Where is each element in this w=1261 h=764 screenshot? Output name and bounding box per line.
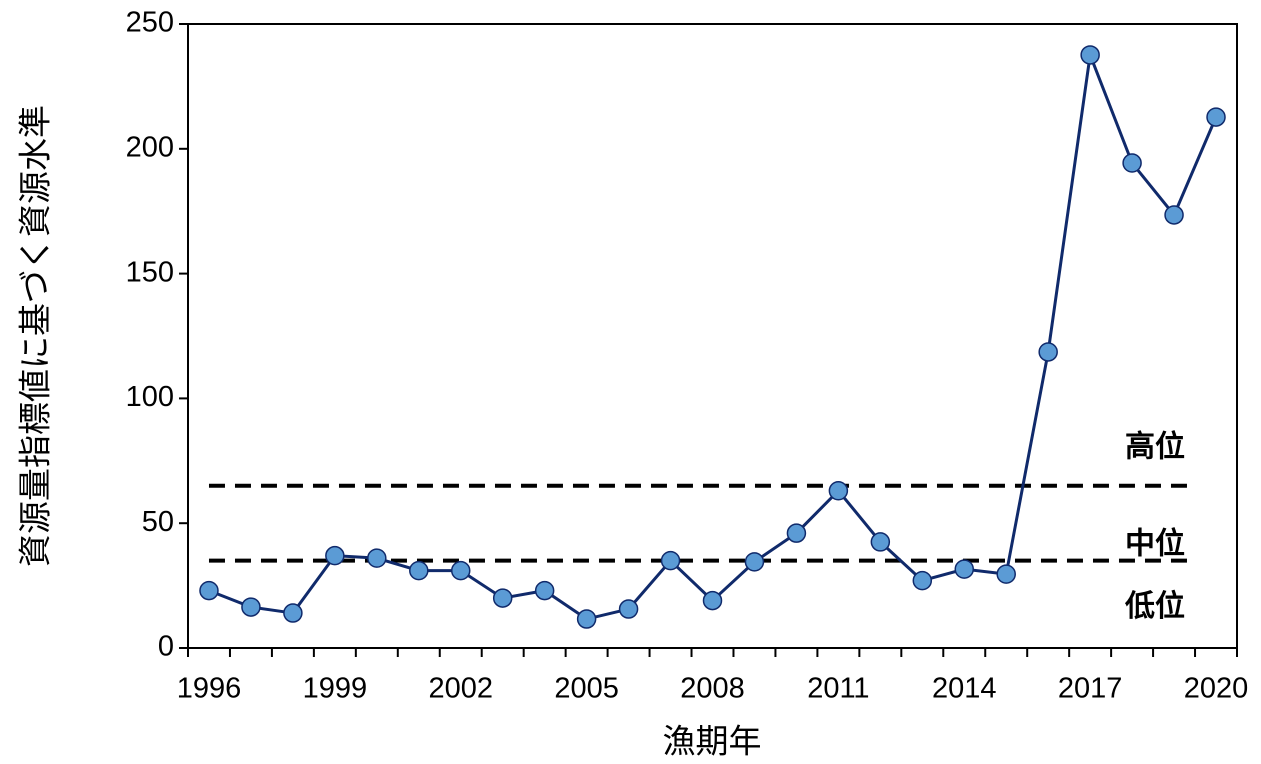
data-point [1038, 342, 1058, 362]
data-point [702, 590, 723, 611]
data-point [576, 609, 597, 629]
data-point [1080, 45, 1100, 65]
data-point [1206, 107, 1226, 127]
data-point [1164, 205, 1184, 225]
annotation: 低位 [1124, 589, 1185, 623]
data-point [618, 599, 639, 619]
y-tick-label: 250 [126, 7, 174, 39]
y-axis-title: 資源量指標値に基づく資源水準 [17, 105, 54, 567]
plot-frame [187, 23, 1238, 649]
data-point [1122, 153, 1142, 173]
data-point [954, 559, 975, 579]
data-point [409, 560, 429, 581]
x-axis-title: 漁期年 [663, 723, 762, 760]
x-tick-label: 2011 [807, 673, 869, 705]
y-tick-label: 100 [126, 381, 174, 413]
x-tick-label: 2020 [1184, 673, 1249, 705]
data-point [744, 552, 765, 572]
data-point [492, 588, 513, 608]
series-line [208, 49, 1218, 621]
data-point [786, 523, 807, 543]
data-point [828, 481, 849, 501]
y-tick-label: 150 [126, 256, 174, 288]
x-tick-label: 2002 [428, 673, 493, 705]
x-tick-label: 1999 [303, 673, 368, 705]
data-point [996, 564, 1016, 584]
data-point [450, 560, 471, 581]
x-tick-label: 2008 [680, 673, 745, 705]
reference-label: 高位 [1125, 430, 1185, 464]
data-point [367, 548, 387, 568]
data-point [325, 545, 345, 566]
data-point [870, 532, 891, 552]
x-tick-label: 2005 [554, 673, 619, 705]
data-point [534, 580, 555, 601]
y-tick-label: 50 [142, 506, 174, 538]
x-tick-label: 1996 [177, 673, 242, 705]
reference-label: 中位 [1125, 527, 1185, 561]
data-point [660, 550, 681, 571]
y-tick-label: 0 [158, 631, 174, 663]
y-tick-label: 200 [126, 131, 174, 163]
x-tick-label: 2017 [1058, 673, 1123, 705]
data-point [199, 580, 219, 601]
data-point [283, 603, 303, 623]
data-point [241, 597, 261, 617]
x-tick-label: 2014 [932, 673, 997, 705]
data-point [912, 570, 933, 591]
